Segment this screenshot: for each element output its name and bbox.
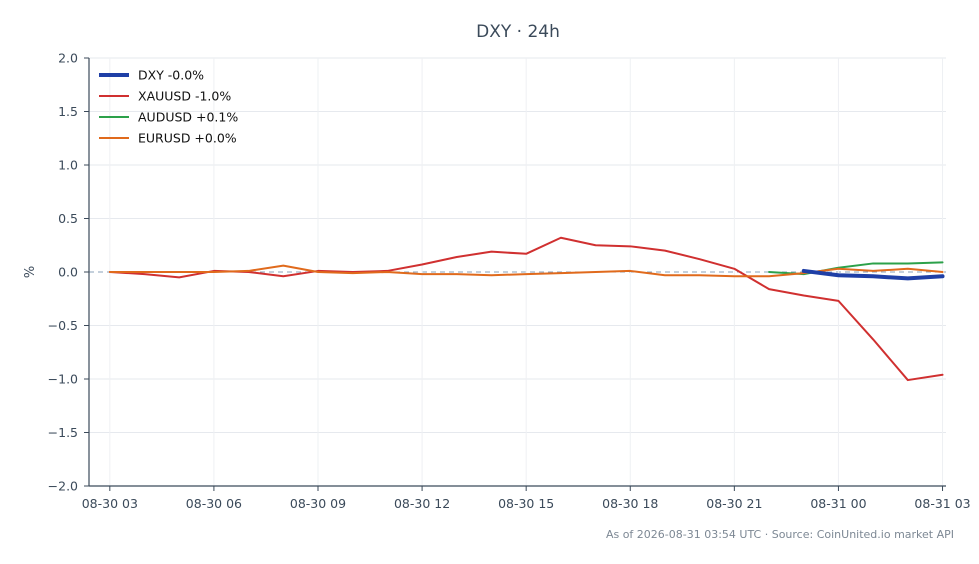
y-tick-label: −1.0	[48, 372, 78, 387]
series-line-dxy	[801, 268, 945, 281]
footer-note: As of 2026-08-31 03:54 UTC · Source: Coi…	[606, 528, 954, 541]
x-tick-label: 08-30 06	[186, 496, 242, 511]
x-tick-label: 08-30 09	[290, 496, 346, 511]
legend-label-eurusd: EURUSD +0.0%	[138, 131, 237, 146]
y-tick-label: −2.0	[48, 479, 78, 494]
y-tick-label: −1.5	[48, 425, 78, 440]
x-tick-label: 08-30 15	[498, 496, 554, 511]
series-layer	[108, 236, 945, 382]
legend: DXY -0.0% XAUUSD -1.0% AUDUSD +0.1% EURUSD …	[99, 68, 238, 146]
legend-label-dxy: DXY -0.0%	[138, 68, 204, 83]
y-tick-label: 1.0	[58, 158, 78, 173]
series-line-eurusd	[108, 264, 944, 278]
y-tick-label: 0.0	[58, 265, 78, 280]
series-line-xauusd	[108, 236, 944, 382]
y-tick-label: 2.0	[58, 51, 78, 66]
x-tick-label: 08-31 03	[914, 496, 970, 511]
x-tick-label: 08-30 18	[602, 496, 658, 511]
chart-title: DXY · 24h	[476, 22, 560, 42]
x-tick-label: 08-31 00	[810, 496, 866, 511]
x-tick-label: 08-30 12	[394, 496, 450, 511]
y-tick-label: −0.5	[48, 318, 78, 333]
y-tick-label: 0.5	[58, 211, 78, 226]
y-tick-label: 1.5	[58, 104, 78, 119]
legend-label-xauusd: XAUUSD -1.0%	[138, 89, 231, 104]
x-tick-label: 08-30 03	[82, 496, 138, 511]
axis-layer: 2.0 1.5 1.0 0.5 0.0 −0.5 −1.0 −1.5 −2.0 08-30 03 0…	[48, 51, 971, 512]
x-tick-label: 08-30 21	[706, 496, 762, 511]
y-axis-label: %	[23, 266, 38, 278]
legend-label-audusd: AUDUSD +0.1%	[138, 110, 238, 125]
